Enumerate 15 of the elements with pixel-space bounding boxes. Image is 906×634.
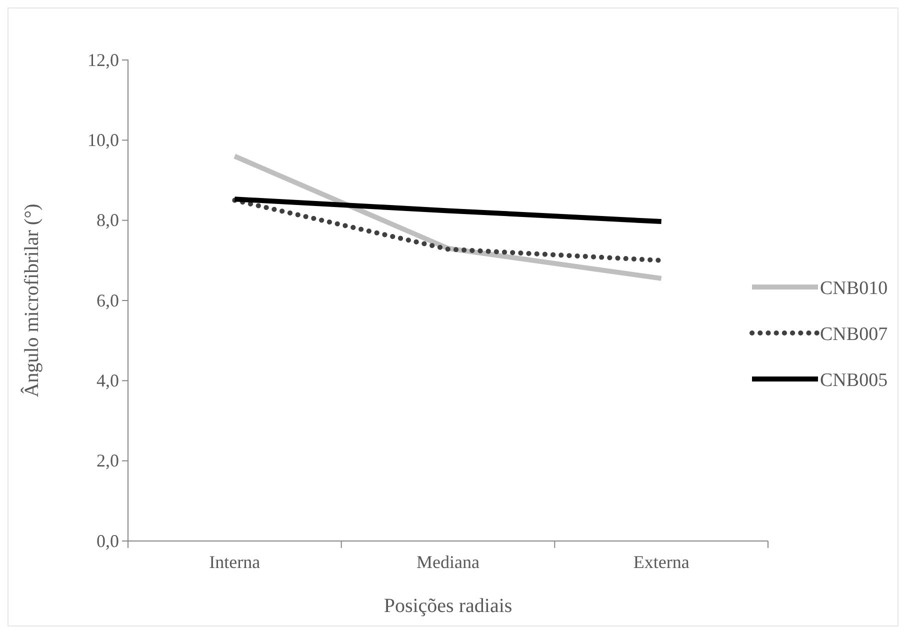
legend-label: CNB005 — [820, 370, 888, 391]
y-tick-label: 2,0 — [96, 450, 119, 471]
y-tick-label: 10,0 — [88, 130, 119, 150]
y-axis-title: Ângulo microfibrilar (°) — [20, 204, 43, 398]
x-tick-label: Externa — [633, 552, 690, 572]
legend-label: CNB007 — [820, 324, 888, 345]
x-axis-title: Posições radiais — [384, 595, 512, 617]
x-tick-label: Interna — [209, 552, 260, 572]
y-tick-label: 6,0 — [96, 290, 119, 310]
y-tick-label: 0,0 — [96, 530, 119, 551]
legend-label: CNB010 — [820, 278, 888, 299]
x-tick-label: Mediana — [416, 552, 480, 572]
y-tick-label: 12,0 — [88, 50, 119, 70]
y-tick-label: 8,0 — [96, 210, 119, 230]
y-tick-label: 4,0 — [96, 370, 119, 390]
